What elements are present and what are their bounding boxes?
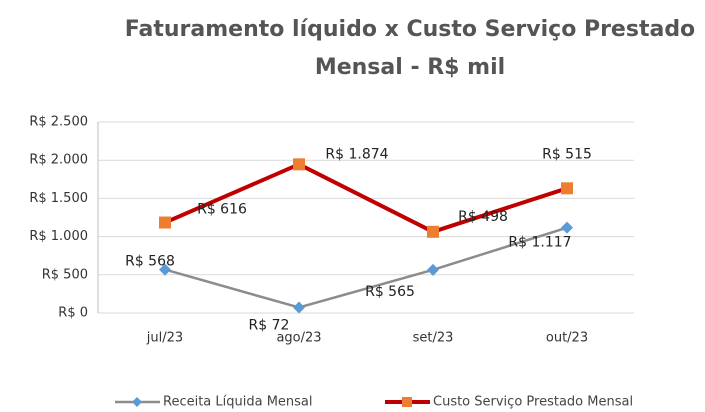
marker <box>159 263 171 276</box>
y-tick-label: R$ 2.000 <box>29 153 88 168</box>
legend-label: Receita Líquida Mensal <box>163 395 313 410</box>
y-tick-label: R$ 0 <box>58 306 88 321</box>
legend-label: Custo Serviço Prestado Mensal <box>433 395 633 410</box>
marker <box>159 216 171 229</box>
data-label: R$ 515 <box>542 146 592 162</box>
data-label: R$ 616 <box>197 202 247 218</box>
x-tick-label: jul/23 <box>146 331 183 346</box>
x-tick-label: ago/23 <box>276 331 321 346</box>
line <box>164 226 568 309</box>
marker <box>561 182 573 195</box>
data-label: R$ 568 <box>125 254 175 270</box>
data-label: R$ 498 <box>458 209 508 225</box>
chart-title: Faturamento líquido x Custo Serviço Pres… <box>125 17 695 42</box>
marker <box>293 158 305 171</box>
data-label: R$ 1.117 <box>508 235 571 251</box>
legend-marker <box>402 397 412 407</box>
y-tick-label: R$ 1.000 <box>29 229 88 244</box>
y-tick-label: R$ 1.500 <box>29 191 88 206</box>
marker <box>561 221 573 234</box>
line <box>164 162 568 234</box>
data-label: R$ 565 <box>365 284 415 300</box>
chart-title: Mensal - R$ mil <box>315 55 505 80</box>
data-label: R$ 1.874 <box>325 146 388 162</box>
marker <box>427 263 439 276</box>
marker <box>427 225 439 238</box>
y-tick-label: R$ 500 <box>42 267 88 282</box>
marker <box>293 301 305 314</box>
data-label: R$ 72 <box>249 317 290 333</box>
y-tick-label: R$ 2.500 <box>29 115 88 130</box>
legend-marker <box>132 397 142 407</box>
x-tick-label: set/23 <box>413 331 454 346</box>
x-tick-label: out/23 <box>546 331 588 346</box>
